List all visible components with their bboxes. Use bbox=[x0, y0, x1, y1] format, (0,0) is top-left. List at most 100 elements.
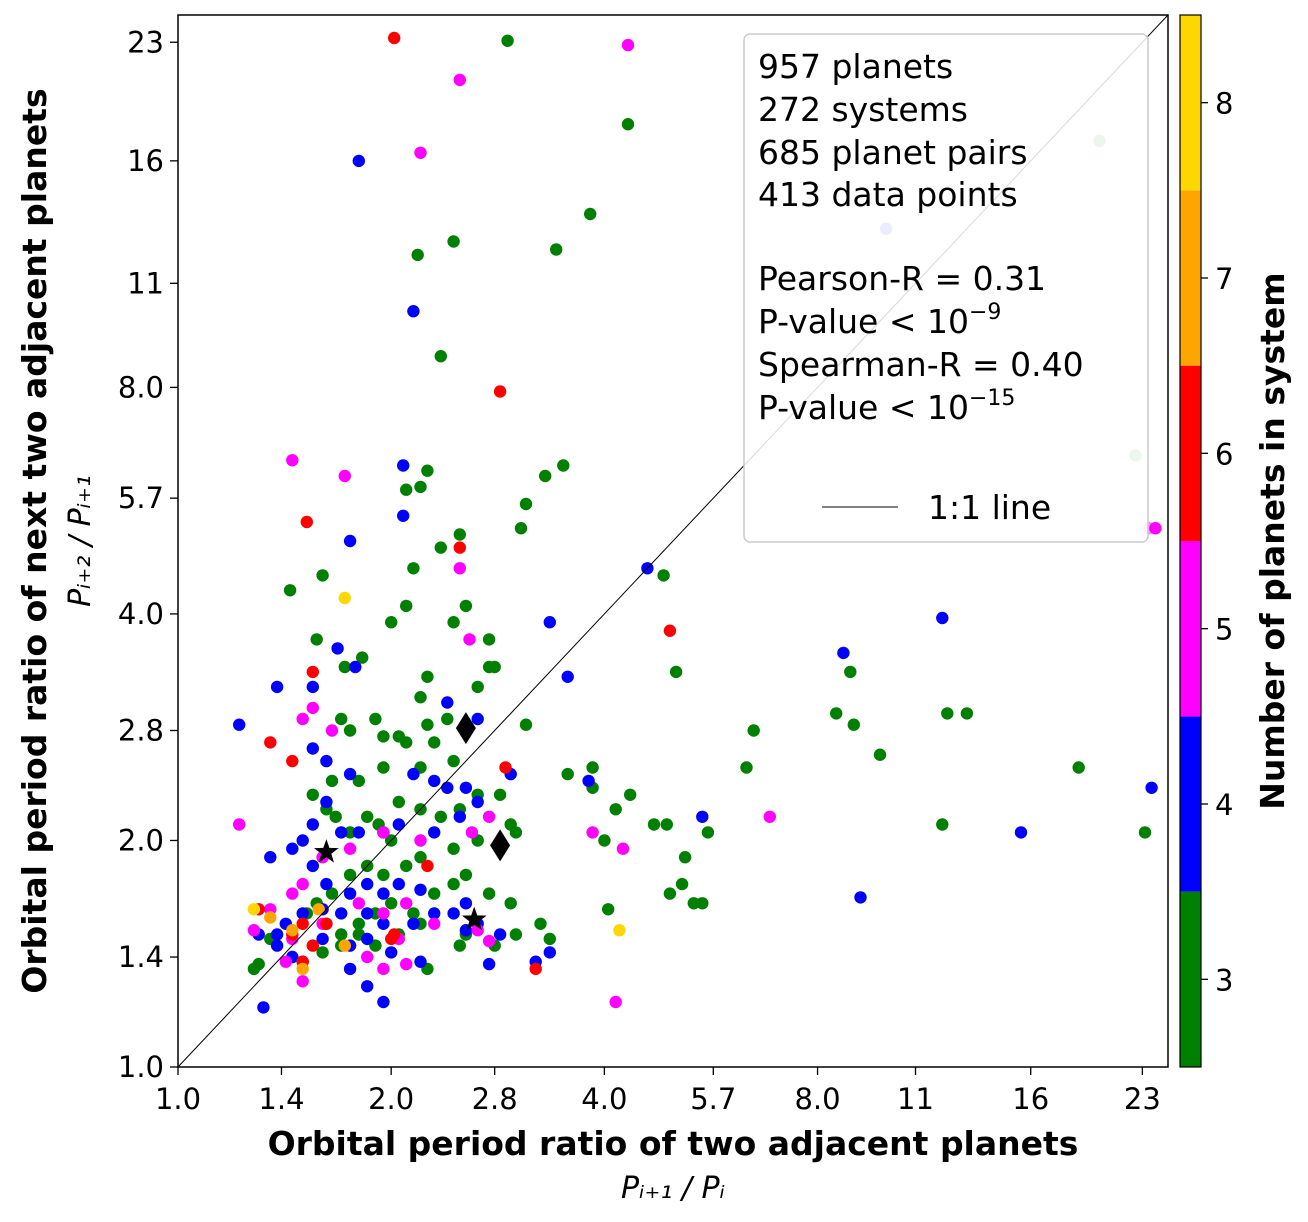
data-point-3-planets bbox=[421, 718, 434, 731]
x-tick-label: 2.0 bbox=[368, 1082, 414, 1116]
x-tick-label: 8.0 bbox=[794, 1082, 840, 1116]
x-tick-label: 2.8 bbox=[472, 1082, 518, 1116]
data-point-4-planets bbox=[837, 646, 850, 660]
data-point-5-planets bbox=[286, 454, 299, 467]
colorbar-tick-label: 3 bbox=[1215, 963, 1233, 997]
data-point-4-planets bbox=[936, 611, 949, 625]
data-point-4-planets bbox=[471, 795, 484, 809]
data-point-4-planets bbox=[414, 955, 427, 968]
data-point-4-planets bbox=[428, 907, 441, 920]
data-point-5-planets bbox=[361, 950, 374, 964]
data-point-3-planets bbox=[675, 877, 689, 891]
data-point-5-planets bbox=[352, 897, 365, 910]
data-point-3-planets bbox=[584, 207, 597, 221]
data-point-7-planets bbox=[338, 939, 351, 952]
data-point-4-planets bbox=[1014, 826, 1028, 839]
data-point-3-planets bbox=[647, 818, 661, 831]
data-point-3-planets bbox=[400, 736, 413, 749]
data-point-3-planets bbox=[447, 877, 460, 891]
data-point-5-planets bbox=[306, 701, 319, 715]
data-point-4-planets bbox=[459, 897, 473, 910]
data-point-4-planets bbox=[316, 932, 329, 946]
data-point-3-planets bbox=[441, 712, 454, 726]
data-point-3-planets bbox=[459, 868, 473, 882]
data-point-3-planets bbox=[385, 616, 398, 629]
x-tick-label: 11 bbox=[897, 1082, 934, 1116]
data-point-3-planets bbox=[747, 724, 760, 737]
data-point-5-planets bbox=[465, 826, 479, 839]
stat-pearson-pvalue-exp: −9 bbox=[969, 300, 1001, 325]
data-point-3-planets bbox=[873, 748, 887, 761]
data-point-3-planets bbox=[609, 803, 622, 816]
x-axis-subtitle: Pᵢ₊₁ / Pᵢ bbox=[621, 1171, 725, 1206]
data-point-5-planets bbox=[377, 826, 390, 839]
colorbar-tick-label: 4 bbox=[1215, 788, 1233, 822]
data-point-3-planets bbox=[453, 939, 466, 952]
stat-spearman-pvalue-exp: −15 bbox=[969, 386, 1015, 411]
data-point-3-planets bbox=[602, 903, 615, 916]
data-point-3-planets bbox=[428, 736, 441, 749]
y-tick-label: 4.0 bbox=[118, 597, 164, 631]
data-point-3-planets bbox=[343, 724, 357, 737]
data-point-3-planets bbox=[471, 680, 484, 694]
data-point-3-planets bbox=[421, 464, 434, 477]
data-point-3-planets bbox=[310, 633, 323, 646]
data-point-4-planets bbox=[407, 917, 420, 930]
data-point-4-planets bbox=[306, 859, 319, 873]
data-point-4-planets bbox=[306, 680, 319, 694]
data-point-3-planets bbox=[407, 562, 420, 575]
stat-spearman-pvalue-base: P-value < 10 bbox=[758, 388, 969, 427]
data-point-3-planets bbox=[534, 917, 547, 930]
stat-spearman-pvalue: P-value < 10−15 bbox=[758, 386, 1015, 427]
colorbar-tick-label: 6 bbox=[1215, 437, 1233, 471]
data-point-4-planets bbox=[361, 980, 374, 993]
data-point-3-planets bbox=[960, 707, 974, 720]
colorbar-label: Number of planets in system bbox=[1253, 272, 1292, 809]
data-point-3-planets bbox=[316, 946, 329, 959]
data-point-6-planets bbox=[306, 665, 319, 679]
data-point-8-planets bbox=[247, 903, 261, 916]
data-point-4-planets bbox=[361, 877, 374, 891]
diamond-marker bbox=[455, 712, 476, 745]
data-point-5-planets bbox=[616, 842, 630, 855]
data-point-4-planets bbox=[471, 712, 484, 726]
data-point-3-planets bbox=[501, 34, 514, 47]
star-marker bbox=[314, 839, 339, 863]
data-point-4-planets bbox=[543, 946, 556, 959]
data-point-4-planets bbox=[306, 742, 319, 755]
data-point-3-planets bbox=[453, 528, 466, 541]
data-point-4-planets bbox=[428, 826, 441, 839]
y-tick-label: 2.0 bbox=[118, 823, 164, 857]
y-tick-label: 11 bbox=[127, 266, 164, 300]
data-point-4-planets bbox=[349, 660, 362, 674]
data-point-6-planets bbox=[296, 917, 309, 930]
data-point-4-planets bbox=[407, 767, 420, 781]
data-point-4-planets bbox=[854, 891, 867, 904]
data-point-4-planets bbox=[543, 616, 556, 629]
data-point-4-planets bbox=[343, 534, 357, 548]
data-point-3-planets bbox=[316, 569, 329, 582]
data-point-4-planets bbox=[264, 851, 277, 864]
data-point-3-planets bbox=[352, 917, 365, 930]
data-point-3-planets bbox=[377, 761, 390, 774]
data-point-3-planets bbox=[561, 767, 574, 781]
data-point-6-planets bbox=[499, 761, 512, 774]
data-point-3-planets bbox=[701, 826, 715, 839]
data-point-8-planets bbox=[338, 591, 351, 605]
data-point-4-planets bbox=[306, 818, 319, 831]
colorbar-ticks: 3 4 5 6 7 8 bbox=[1201, 87, 1233, 997]
data-point-3-planets bbox=[434, 541, 447, 554]
data-point-4-planets bbox=[377, 917, 390, 930]
data-point-5-planets bbox=[400, 957, 413, 971]
data-point-6-planets bbox=[300, 515, 313, 529]
data-point-3-planets bbox=[411, 248, 424, 262]
plot-frame bbox=[177, 14, 1169, 1068]
data-point-3-planets bbox=[428, 887, 441, 900]
data-point-4-planets bbox=[397, 459, 410, 472]
colorbar-segment bbox=[1180, 541, 1201, 717]
data-point-3-planets bbox=[434, 810, 447, 823]
stat-spearman: Spearman-R = 0.40 bbox=[758, 345, 1084, 384]
data-point-5-planets bbox=[482, 810, 496, 823]
data-point-3-planets bbox=[669, 665, 683, 679]
data-point-4-planets bbox=[493, 928, 507, 941]
